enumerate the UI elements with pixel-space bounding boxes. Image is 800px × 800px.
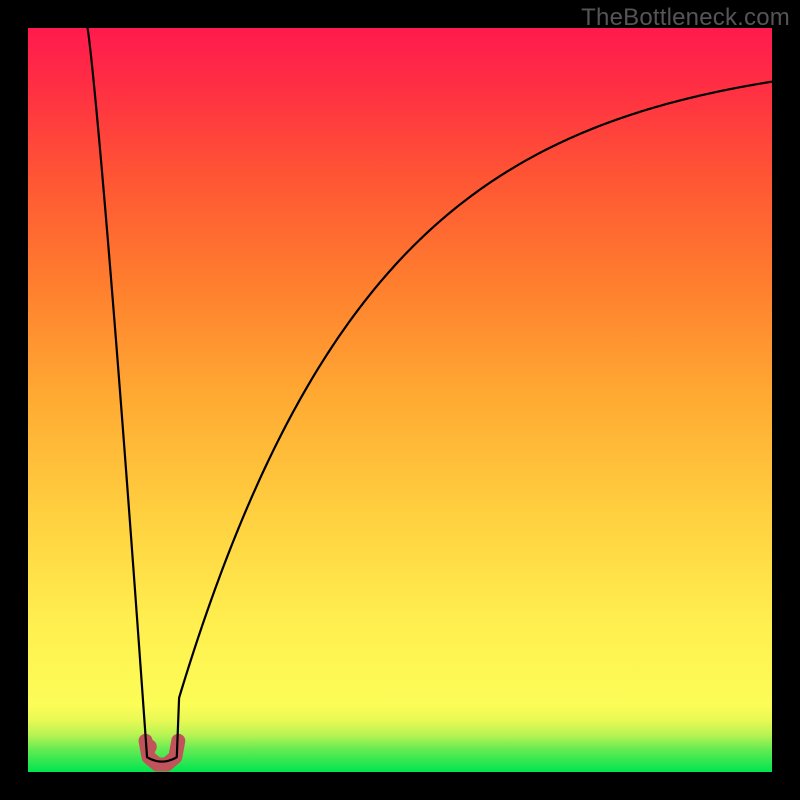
well-dot-marker — [142, 739, 157, 754]
bottleneck-curve — [88, 28, 772, 762]
plot-area — [28, 28, 772, 772]
plot-svg — [28, 28, 772, 772]
figure-root: TheBottleneck.com — [0, 0, 800, 800]
